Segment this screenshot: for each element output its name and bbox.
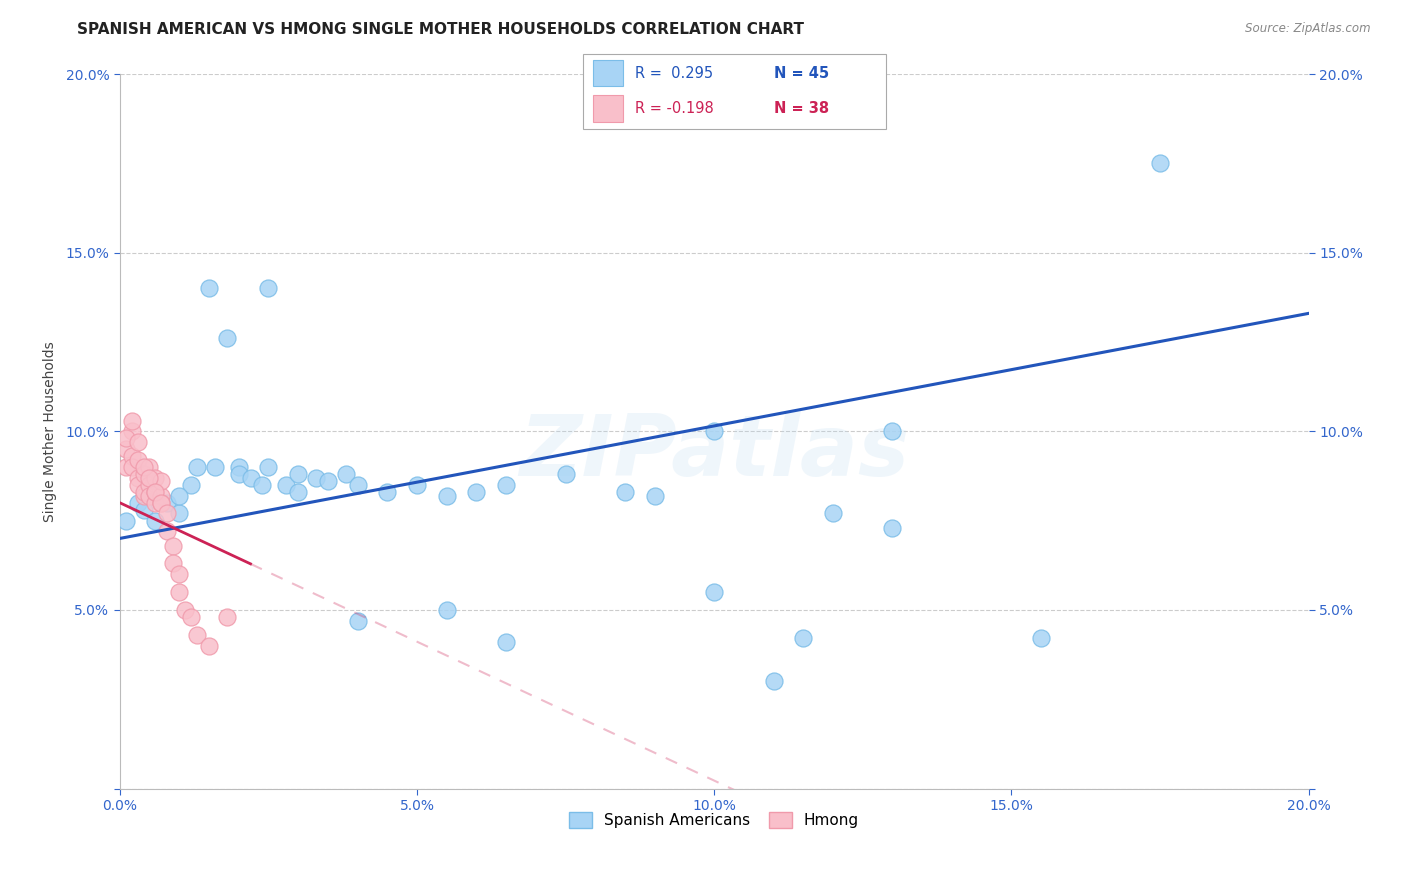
Point xyxy=(114,442,136,457)
Point xyxy=(215,331,238,345)
Point xyxy=(215,610,238,624)
Point xyxy=(167,585,190,599)
Point xyxy=(121,460,143,475)
Point xyxy=(167,489,190,503)
Point xyxy=(375,485,398,500)
Point xyxy=(121,413,143,427)
Point xyxy=(305,471,328,485)
Point xyxy=(145,485,167,500)
Point xyxy=(145,514,167,528)
Point xyxy=(114,514,136,528)
Point xyxy=(132,467,155,482)
Point xyxy=(287,467,309,482)
Point xyxy=(703,585,725,599)
Point xyxy=(257,281,280,295)
Point xyxy=(792,632,814,646)
Point xyxy=(138,471,160,485)
Point xyxy=(703,424,725,438)
Point xyxy=(150,489,173,503)
Point xyxy=(346,614,368,628)
Point xyxy=(156,496,179,510)
Point xyxy=(145,471,167,485)
FancyBboxPatch shape xyxy=(592,60,623,87)
Point xyxy=(882,424,904,438)
Point xyxy=(346,478,368,492)
Point xyxy=(180,610,202,624)
FancyBboxPatch shape xyxy=(583,54,886,129)
Point xyxy=(121,450,143,464)
Point xyxy=(186,628,208,642)
Point xyxy=(762,674,785,689)
Point xyxy=(882,521,904,535)
Point xyxy=(186,460,208,475)
Point xyxy=(614,485,637,500)
Point xyxy=(132,489,155,503)
Point xyxy=(150,475,173,489)
Text: ZIPatlas: ZIPatlas xyxy=(519,411,910,494)
Point xyxy=(127,435,149,450)
Point xyxy=(316,475,339,489)
Point xyxy=(252,478,274,492)
Text: SPANISH AMERICAN VS HMONG SINGLE MOTHER HOUSEHOLDS CORRELATION CHART: SPANISH AMERICAN VS HMONG SINGLE MOTHER … xyxy=(77,22,804,37)
Point xyxy=(287,485,309,500)
Point xyxy=(127,453,149,467)
Y-axis label: Single Mother Households: Single Mother Households xyxy=(44,341,58,522)
Point xyxy=(114,432,136,446)
Point xyxy=(821,507,844,521)
Point xyxy=(239,471,262,485)
Point xyxy=(127,471,149,485)
Point xyxy=(644,489,666,503)
Text: N = 45: N = 45 xyxy=(773,67,830,81)
Point xyxy=(138,478,160,492)
Point xyxy=(406,478,429,492)
Text: Source: ZipAtlas.com: Source: ZipAtlas.com xyxy=(1246,22,1371,36)
Point xyxy=(150,496,173,510)
Point xyxy=(1029,632,1052,646)
Point xyxy=(127,478,149,492)
Point xyxy=(198,639,221,653)
Point xyxy=(204,460,226,475)
Point xyxy=(127,496,149,510)
Text: N = 38: N = 38 xyxy=(773,102,830,116)
Point xyxy=(257,460,280,475)
Point xyxy=(228,467,250,482)
Text: R = -0.198: R = -0.198 xyxy=(636,102,714,116)
Point xyxy=(156,507,179,521)
FancyBboxPatch shape xyxy=(592,95,623,122)
Point xyxy=(335,467,357,482)
Point xyxy=(156,524,179,539)
Point xyxy=(228,460,250,475)
Point xyxy=(167,507,190,521)
Point xyxy=(436,603,458,617)
Point xyxy=(150,496,173,510)
Point xyxy=(162,539,184,553)
Point xyxy=(167,567,190,582)
Point xyxy=(138,489,160,503)
Point xyxy=(436,489,458,503)
Point xyxy=(132,485,155,500)
Point xyxy=(145,496,167,510)
Point xyxy=(1149,156,1171,170)
Point xyxy=(465,485,488,500)
Point xyxy=(162,557,184,571)
Point xyxy=(495,635,517,649)
Point xyxy=(145,485,167,500)
Point xyxy=(114,460,136,475)
Point xyxy=(198,281,221,295)
Legend: Spanish Americans, Hmong: Spanish Americans, Hmong xyxy=(564,806,865,835)
Point xyxy=(138,460,160,475)
Point xyxy=(132,503,155,517)
Point xyxy=(132,460,155,475)
Point xyxy=(276,478,298,492)
Point xyxy=(174,603,197,617)
Point xyxy=(554,467,576,482)
Text: R =  0.295: R = 0.295 xyxy=(636,67,713,81)
Point xyxy=(495,478,517,492)
Point xyxy=(121,424,143,438)
Point xyxy=(180,478,202,492)
